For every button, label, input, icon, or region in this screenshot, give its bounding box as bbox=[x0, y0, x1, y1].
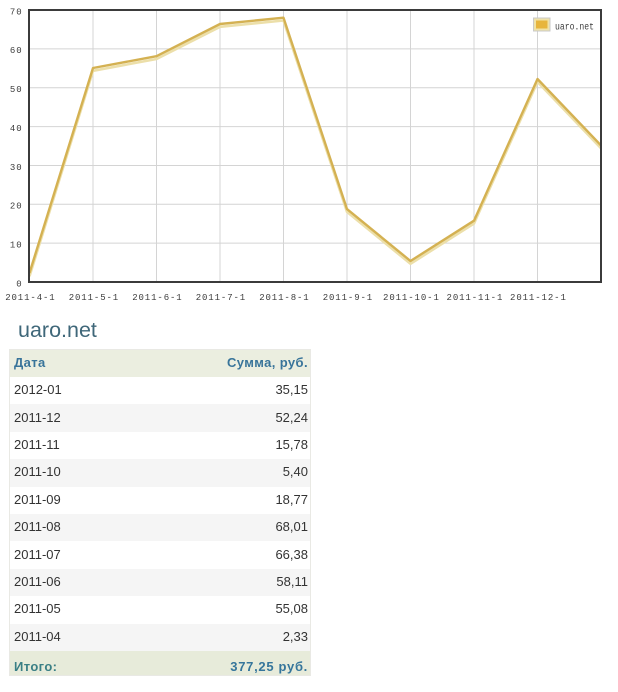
svg-text:20: 20 bbox=[10, 202, 23, 212]
svg-text:uaro.net: uaro.net bbox=[555, 23, 594, 34]
svg-text:40: 40 bbox=[10, 124, 23, 134]
svg-text:2011-9-1: 2011-9-1 bbox=[323, 293, 373, 303]
svg-text:70: 70 bbox=[10, 8, 23, 18]
svg-text:2011-5-1: 2011-5-1 bbox=[69, 293, 119, 303]
svg-text:2011-12-1: 2011-12-1 bbox=[510, 293, 567, 303]
svg-text:60: 60 bbox=[10, 46, 23, 56]
svg-text:2011-11-1: 2011-11-1 bbox=[447, 293, 504, 303]
svg-text:2011-7-1: 2011-7-1 bbox=[196, 293, 246, 303]
svg-text:2011-4-1: 2011-4-1 bbox=[5, 293, 55, 303]
svg-text:2011-8-1: 2011-8-1 bbox=[259, 293, 309, 303]
svg-text:0: 0 bbox=[16, 279, 22, 289]
svg-text:10: 10 bbox=[10, 240, 23, 250]
svg-text:30: 30 bbox=[10, 163, 23, 173]
svg-text:2011-6-1: 2011-6-1 bbox=[132, 293, 182, 303]
svg-text:2011-10-1: 2011-10-1 bbox=[383, 293, 440, 303]
svg-text:50: 50 bbox=[10, 85, 23, 95]
